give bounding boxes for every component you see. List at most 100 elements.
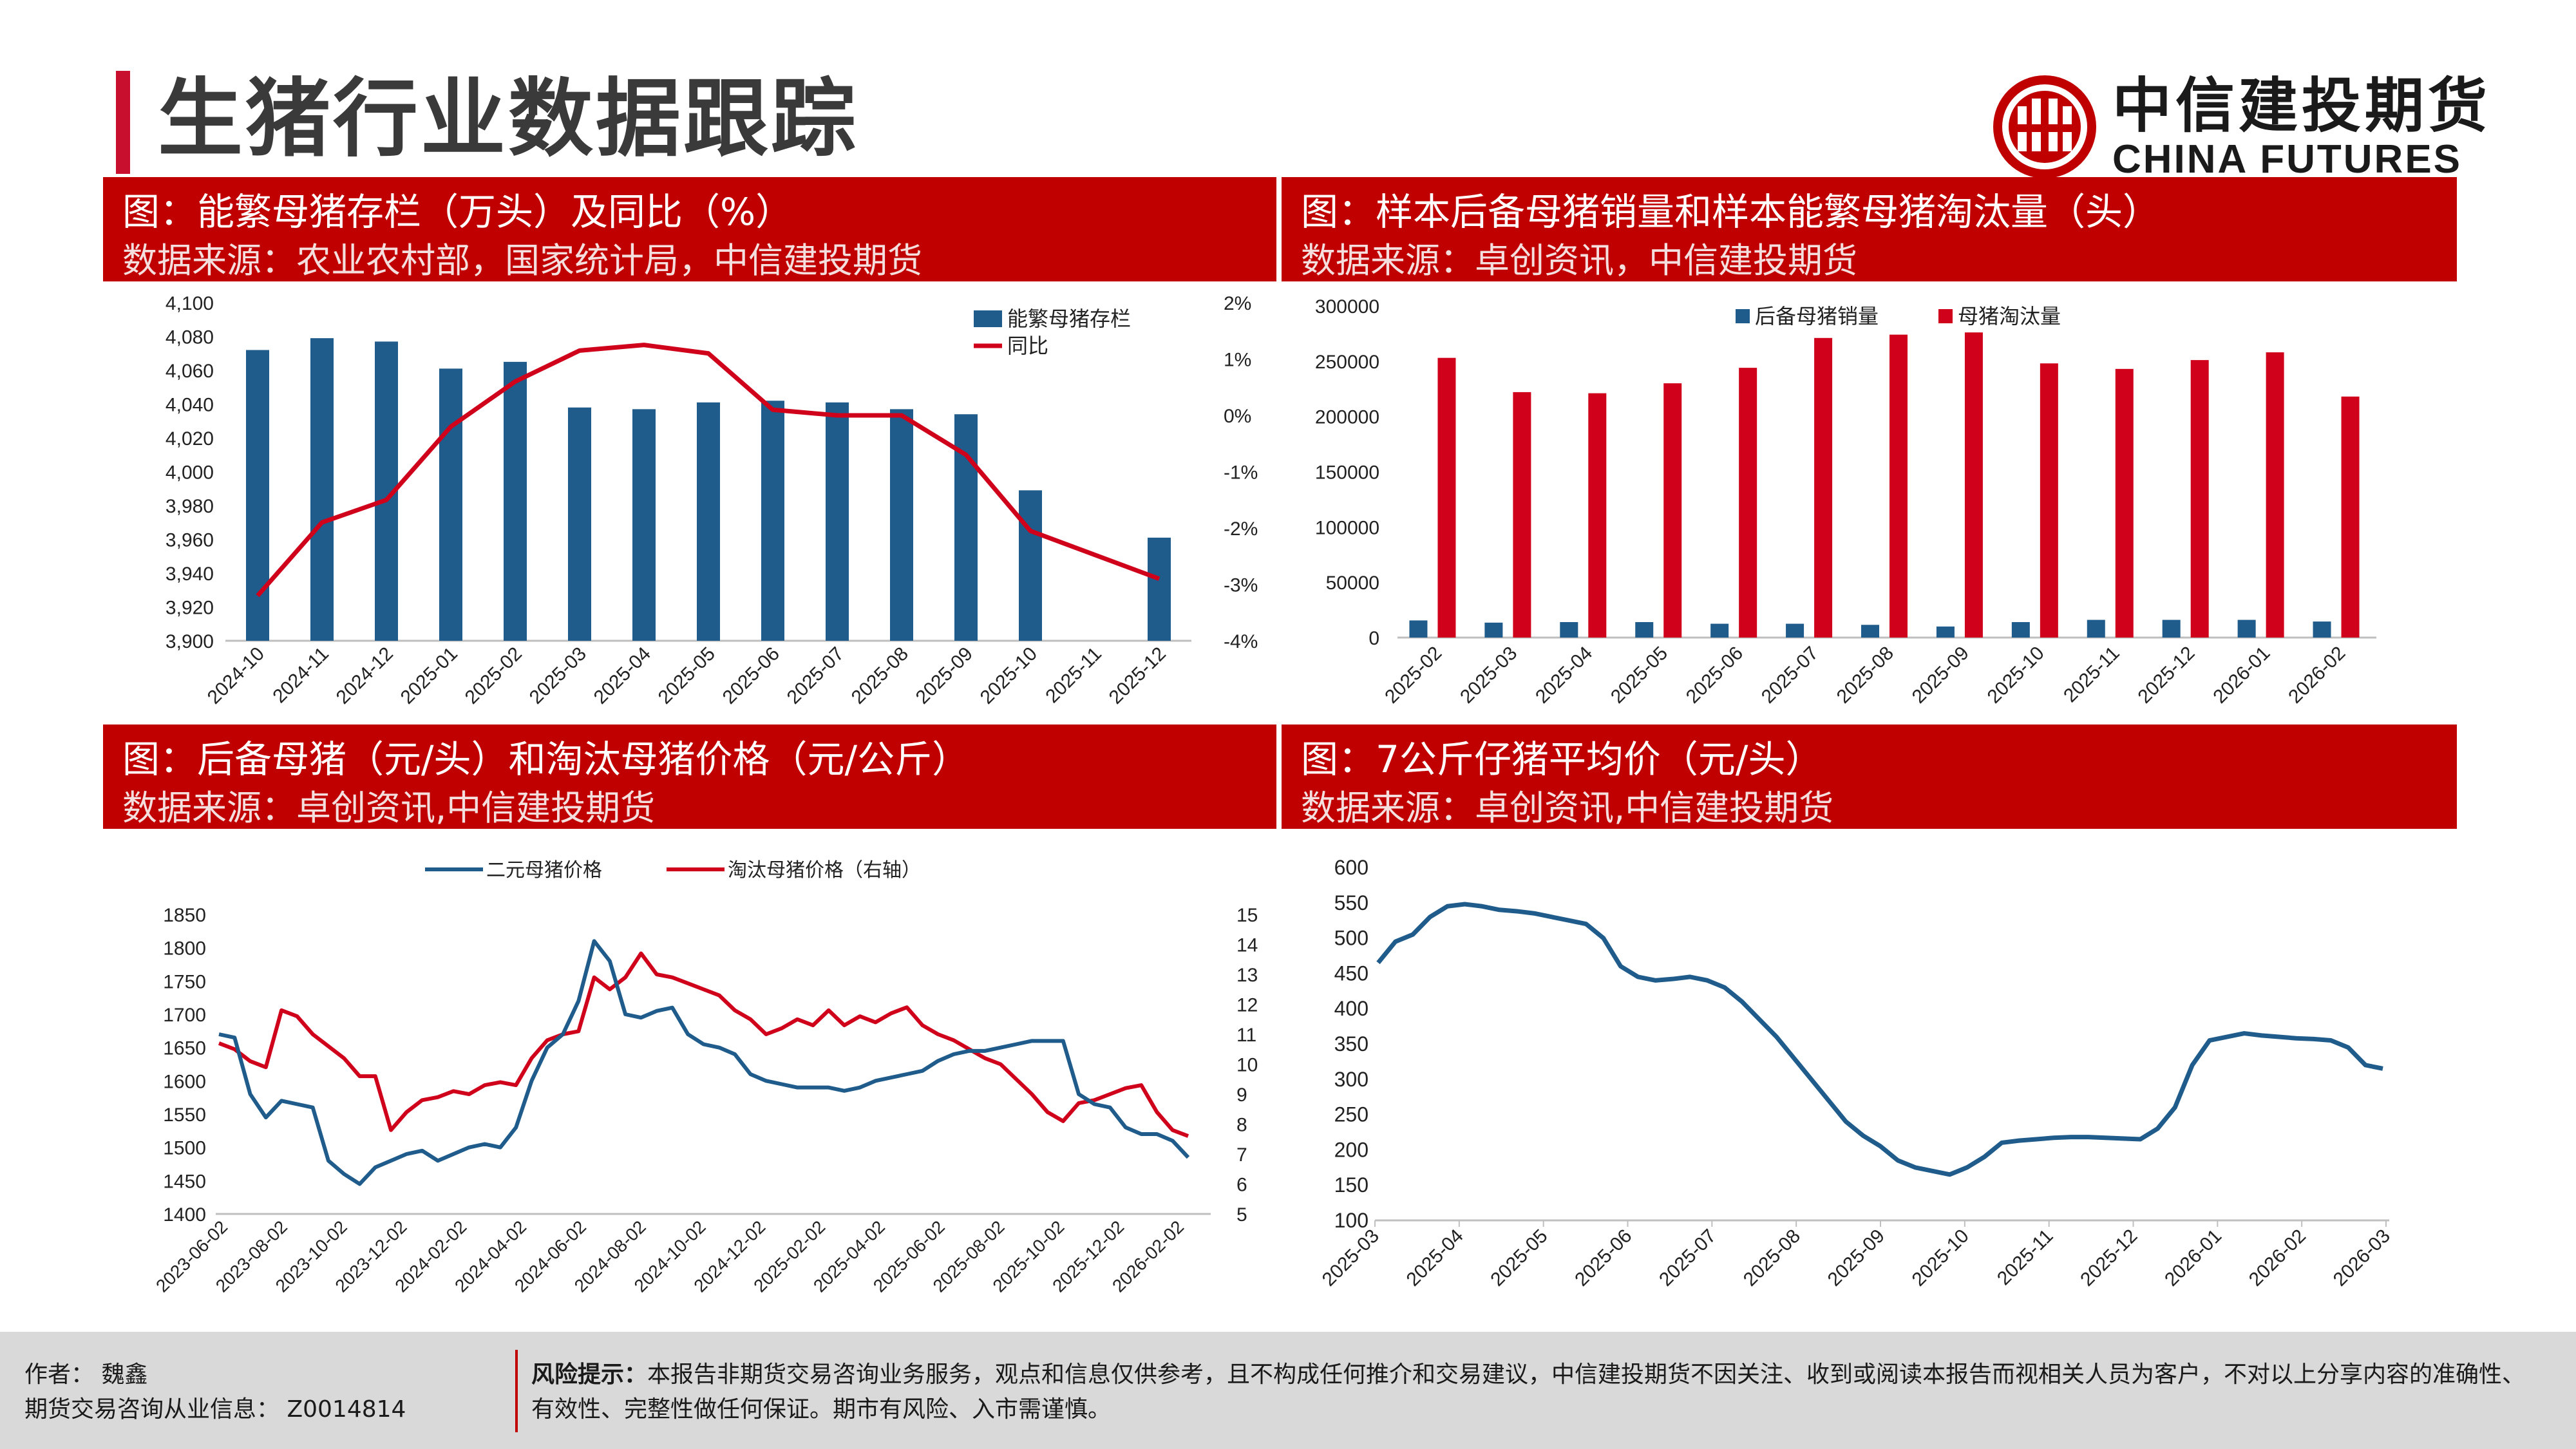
- bar-sow-culling: [1814, 337, 1833, 638]
- bar-gilt-sales: [2313, 621, 2331, 638]
- y-tick-label: 4,000: [166, 462, 214, 484]
- legend-label-gilt: 后备母猪销量: [1755, 305, 1879, 328]
- footer-divider: [515, 1350, 518, 1432]
- x-tick-label: 2025-07: [1655, 1226, 1720, 1291]
- x-tick-label: 2026-02: [2245, 1226, 2310, 1291]
- y-tick-label: 300000: [1315, 296, 1379, 317]
- panel-1-title: 图：能繁母猪存栏（万头）及同比（%）: [122, 190, 793, 234]
- bar-sow-culling: [1437, 357, 1456, 638]
- y2-tick-label: 15: [1236, 905, 1258, 926]
- x-tick-label: 2024-12: [332, 643, 397, 708]
- x-tick-label: 2025-07: [783, 643, 848, 708]
- bar-gilt-sales: [2087, 620, 2105, 638]
- y2-tick-label: 1%: [1224, 350, 1251, 371]
- x-tick-label: 2025-12: [1105, 643, 1170, 708]
- bar-sow-culling: [2266, 352, 2284, 638]
- legend-label-culling: 母猪淘汰量: [1958, 305, 2061, 328]
- bar-gilt-sales: [2162, 620, 2181, 638]
- y-tick-label: 1600: [163, 1071, 206, 1092]
- bar-sow-culling: [2341, 396, 2360, 638]
- x-tick-label: 2025-08: [1833, 643, 1898, 708]
- x-tick-label: 2025-03: [526, 643, 591, 708]
- panel-4-title: 图：7公斤仔猪平均价（元/头）: [1301, 737, 1823, 781]
- y-tick-label: 500: [1334, 927, 1368, 950]
- brand-logo: 中信建投期货 CHINA FUTURES: [1987, 68, 2487, 184]
- legend-label-inventory: 能繁母猪存栏: [1007, 307, 1131, 330]
- y-tick-label: 1550: [163, 1104, 206, 1126]
- y2-tick-label: -2%: [1224, 518, 1258, 540]
- x-tick-label: 2025-08: [848, 643, 913, 708]
- y-tick-label: 4,060: [166, 361, 214, 382]
- x-tick-label: 2025-08: [1739, 1226, 1804, 1291]
- panel-4-source: 数据来源：卓创资讯,中信建投期货: [1301, 788, 1834, 828]
- chart-gilt-sales-culling: 3000002500002000001500001000005000002025…: [1315, 296, 2376, 708]
- risk-text: 本报告非期货交易咨询业务服务，观点和信息仅供参考，且不构成任何推介和交易建议，中…: [531, 1361, 2526, 1423]
- panel-2-title: 图：样本后备母猪销量和样本能繁母猪淘汰量（头）: [1301, 190, 2161, 234]
- y-tick-label: 0: [1368, 628, 1379, 649]
- y-tick-label: 3,960: [166, 530, 214, 551]
- x-tick-label: 2025-03: [1318, 1226, 1383, 1291]
- x-tick-label: 2025-10: [976, 643, 1041, 708]
- y-tick-label: 3,940: [166, 564, 214, 585]
- x-tick-label: 2024-10: [204, 643, 269, 708]
- x-tick-label: 2025-04: [590, 643, 655, 708]
- x-tick-label: 2025-11: [2060, 643, 2124, 707]
- bar-sow-inventory: [761, 401, 784, 641]
- page-title: 生猪行业数据跟踪: [158, 70, 858, 169]
- x-tick-label: 2025-06: [1571, 1226, 1636, 1291]
- x-tick-label: 2025-12: [2134, 643, 2199, 708]
- y2-tick-label: -4%: [1224, 631, 1258, 652]
- x-tick-label: 2025-06: [719, 643, 784, 708]
- bar-sow-inventory: [632, 409, 656, 641]
- chart-piglet-price: 600 550 500 450 400 350 300 250 200 150 1002025-03…: [1318, 856, 2394, 1291]
- x-tick-label: 2026-03: [2329, 1226, 2394, 1291]
- legend-swatch-inventory: [974, 310, 1002, 327]
- x-tick-label: 2025-11: [1041, 643, 1106, 708]
- bar-gilt-sales: [1635, 621, 1654, 638]
- x-tick-label: 2025-06: [1682, 643, 1747, 708]
- y2-tick-label: 7: [1236, 1144, 1247, 1166]
- legend-label-cull-price: 淘汰母猪价格（右轴）: [728, 860, 921, 881]
- bar-gilt-sales: [1786, 623, 1804, 638]
- y-tick-label: 150000: [1315, 462, 1379, 484]
- bar-gilt-sales: [1861, 625, 1879, 638]
- y-tick-label: 400: [1334, 997, 1368, 1020]
- line-cull-sow-price: [218, 951, 1189, 1138]
- y-tick-label: 4,080: [166, 327, 214, 348]
- citic-logo-icon: [1993, 75, 2096, 178]
- panel-3-header: 图：后备母猪（元/头）和淘汰母猪价格（元/公斤） 数据来源：卓创资讯,中信建投期…: [103, 724, 1276, 829]
- y2-tick-label: -3%: [1224, 575, 1258, 596]
- bar-gilt-sales: [2011, 621, 2030, 638]
- y-tick-label: 350: [1334, 1032, 1368, 1056]
- x-tick-label: 2025-11: [1993, 1226, 2058, 1290]
- bar-sow-inventory: [504, 361, 527, 641]
- bar-sow-culling: [1588, 393, 1607, 638]
- x-tick-label: 2025-03: [1456, 643, 1521, 708]
- bar-gilt-sales: [2237, 620, 2256, 638]
- y-tick-label: 50000: [1326, 573, 1379, 594]
- x-tick-label: 2025-02: [461, 643, 526, 708]
- y-tick-label: 3,920: [166, 598, 214, 619]
- y-tick-label: 4,020: [166, 428, 214, 450]
- x-tick-label: 2025-04: [1403, 1226, 1468, 1291]
- y-tick-label: 4,100: [166, 293, 214, 314]
- panel-3-source: 数据来源：卓创资讯,中信建投期货: [122, 788, 656, 828]
- y2-tick-label: 5: [1236, 1204, 1247, 1226]
- y-tick-label: 1650: [163, 1038, 206, 1059]
- y-tick-label: 300: [1334, 1068, 1368, 1091]
- x-tick-label: 2025-09: [1908, 643, 1973, 708]
- footer-author-info: 作者： 魏鑫 期货交易咨询从业信息： Z0014814: [24, 1358, 406, 1427]
- bar-sow-culling: [2115, 368, 2134, 638]
- x-tick-label: 2025-07: [1757, 643, 1823, 708]
- y-tick-label: 1400: [163, 1204, 206, 1226]
- bar-sow-inventory: [246, 350, 269, 641]
- x-tick-label: 2025-09: [912, 643, 977, 708]
- author-license: 期货交易咨询从业信息： Z0014814: [24, 1396, 406, 1423]
- logo-chinese-name: 中信建投期货: [2112, 71, 2492, 140]
- bar-gilt-sales: [1710, 623, 1729, 638]
- author-name: 作者： 魏鑫: [24, 1361, 148, 1388]
- y-tick-label: 550: [1334, 891, 1368, 914]
- y2-tick-label: 11: [1236, 1025, 1256, 1046]
- y-tick-label: 1750: [163, 971, 206, 992]
- panel-3-title: 图：后备母猪（元/头）和淘汰母猪价格（元/公斤）: [122, 737, 970, 781]
